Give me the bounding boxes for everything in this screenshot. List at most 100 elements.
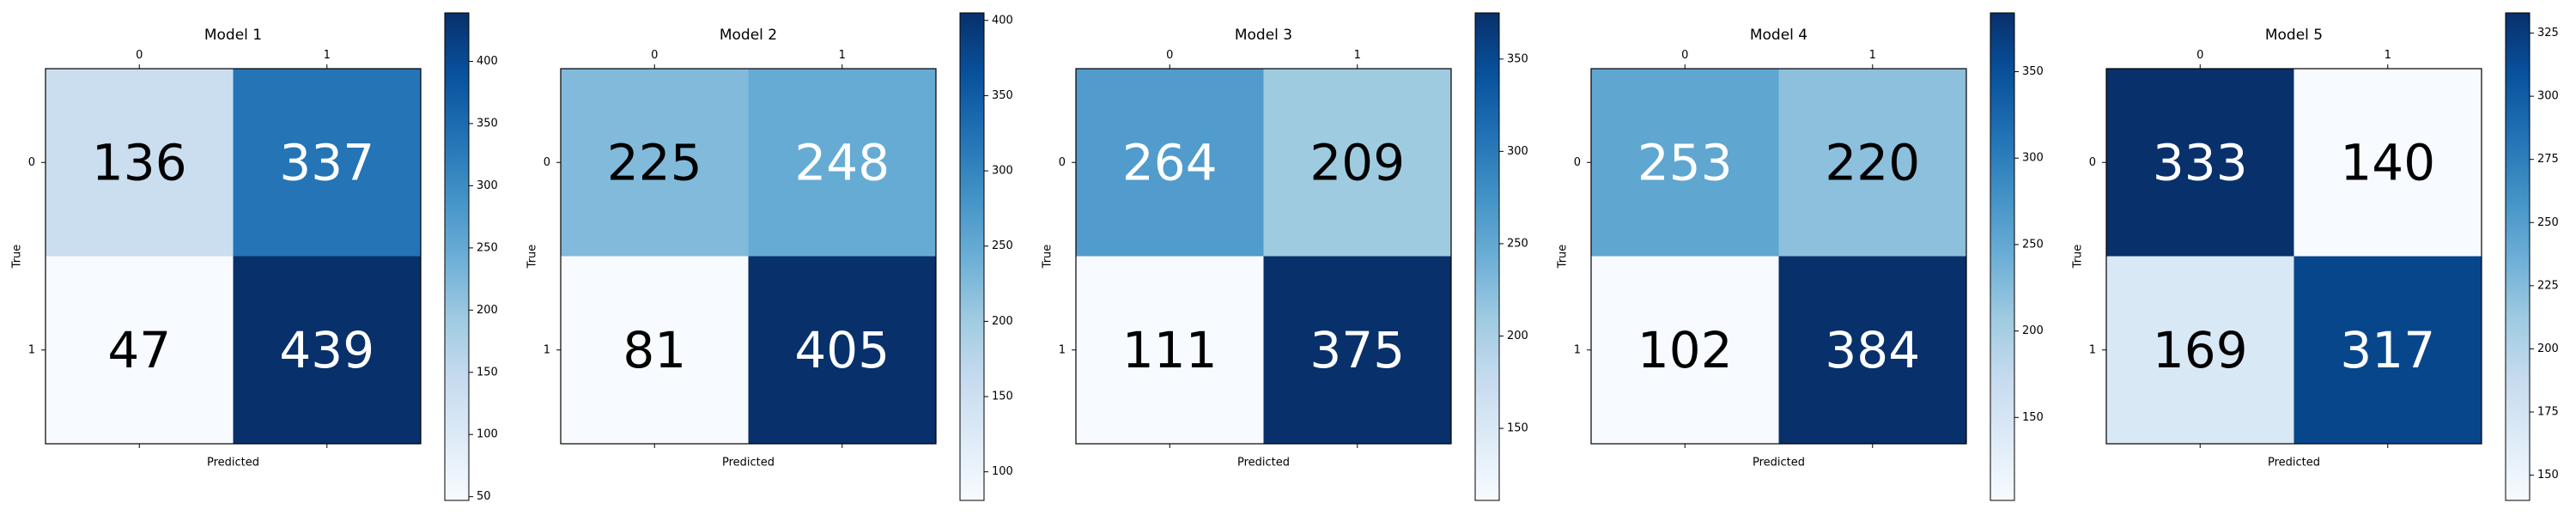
cell-value-label: 209 [1309, 133, 1405, 191]
y-tick-label: 0 [2089, 156, 2096, 169]
colorbar-gradient [1990, 13, 2014, 500]
x-tick-label: 0 [1681, 49, 1688, 62]
matrix-cell-0-0 [2106, 69, 2294, 257]
x-tick-label: 1 [2385, 49, 2391, 62]
x-tick-label: 0 [1166, 49, 1173, 62]
colorbar-tick-label: 150 [992, 391, 1013, 403]
y-tick-label: 1 [1059, 343, 1066, 356]
plot-frame [560, 68, 937, 445]
colorbar-gradient [2506, 13, 2530, 500]
cell-value-label: 47 [107, 321, 171, 379]
y-tick-label: 0 [28, 156, 35, 169]
colorbar-tick-label: 175 [2537, 405, 2559, 418]
colorbar-tick-label: 150 [1507, 422, 1528, 435]
y-axis-label: True [1042, 245, 1054, 270]
colorbar-tick-label: 150 [2537, 469, 2559, 482]
colorbar-tick-label: 350 [2022, 65, 2044, 78]
matrix-cell-1-0 [2106, 256, 2294, 444]
x-axis-label: Predicted [722, 457, 775, 470]
plot-frame [45, 68, 422, 445]
x-axis-label: Predicted [207, 457, 259, 470]
cell-value-label: 140 [2340, 133, 2435, 191]
colorbar-tick-label: 250 [2022, 238, 2044, 251]
matrix-cell-1-0 [1076, 256, 1264, 444]
colorbar-tick-label: 300 [2537, 90, 2559, 103]
colorbar-tick-label: 300 [477, 179, 498, 192]
y-tick-label: 0 [1059, 156, 1066, 169]
cell-value-label: 333 [2153, 133, 2248, 191]
colorbar-tick-label: 250 [992, 239, 1013, 252]
chart-panel-1: Model 1 136 337 47 439 0 1 0 1 Predicted True 50 100… [11, 12, 498, 503]
chart-title: Model 5 [2265, 27, 2323, 44]
plot-frame [2105, 68, 2482, 445]
matrix-cell-1-1 [748, 256, 936, 444]
matrix-cell-0-0 [561, 69, 749, 257]
colorbar-tick-label: 400 [477, 55, 498, 68]
colorbar-tick-label: 200 [2537, 342, 2559, 355]
colorbar-tick-label: 300 [1507, 145, 1528, 158]
cell-value-label: 136 [92, 133, 187, 191]
y-tick-label: 1 [1574, 343, 1581, 356]
matrix-cell-1-1 [1263, 256, 1451, 444]
colorbar-frame [444, 12, 470, 501]
matrix-cell-1-1 [233, 256, 421, 444]
chart-title: Model 4 [1750, 27, 1807, 44]
chart-panel-4: Model 4 253 220 102 384 0 1 0 1 Predicted True 150 2… [1557, 12, 2044, 501]
cell-value-label: 439 [279, 321, 374, 379]
cell-value-label: 375 [1309, 321, 1405, 379]
colorbar-tick-label: 250 [1507, 237, 1528, 250]
matrix-cell-0-0 [1076, 69, 1264, 257]
cell-value-label: 169 [2153, 321, 2248, 379]
x-axis-label: Predicted [1753, 457, 1805, 470]
cell-value-label: 253 [1637, 133, 1733, 191]
matrix-cell-1-0 [1591, 256, 1779, 444]
y-tick-label: 1 [2089, 343, 2096, 356]
colorbar-frame [1990, 12, 2015, 501]
matrix-cell-0-1 [1263, 69, 1451, 257]
plot-frame [1590, 68, 1967, 445]
cell-value-label: 405 [794, 321, 890, 379]
colorbar-frame [959, 12, 985, 501]
colorbar-tick-label: 275 [2537, 153, 2559, 166]
cell-value-label: 264 [1122, 133, 1218, 191]
colorbar-tick-label: 50 [477, 490, 491, 503]
colorbar-tick-label: 225 [2537, 279, 2559, 292]
cell-value-label: 225 [607, 133, 702, 191]
colorbar-tick-label: 200 [1507, 330, 1528, 342]
x-tick-label: 0 [651, 49, 658, 62]
cell-value-label: 81 [623, 321, 686, 379]
plot-frame [1075, 68, 1452, 445]
x-tick-label: 1 [1354, 49, 1361, 62]
x-tick-label: 1 [324, 49, 331, 62]
y-axis-label: True [11, 245, 24, 270]
colorbar-tick-label: 250 [477, 241, 498, 254]
cell-value-label: 248 [794, 133, 890, 191]
matrix-cell-0-1 [2293, 69, 2482, 257]
colorbar-tick-label: 350 [992, 89, 1013, 102]
matrix-cell-1-0 [561, 256, 749, 444]
chart-title: Model 1 [204, 27, 262, 44]
colorbar-tick-label: 325 [2537, 27, 2559, 39]
matrix-cell-0-1 [1778, 69, 1966, 257]
chart-title: Model 2 [720, 27, 777, 44]
x-tick-label: 0 [2196, 49, 2203, 62]
matrix-cell-0-1 [748, 69, 936, 257]
x-tick-label: 0 [136, 49, 143, 62]
matrix-cell-0-0 [1591, 69, 1779, 257]
y-tick-label: 1 [544, 343, 550, 356]
cell-value-label: 337 [279, 133, 374, 191]
matrix-cell-0-0 [46, 69, 234, 257]
colorbar-gradient [445, 13, 469, 500]
colorbar-tick-label: 100 [992, 465, 1013, 478]
matrix-cell-0-1 [233, 69, 421, 257]
colorbar-tick-label: 250 [2537, 216, 2559, 229]
y-tick-label: 0 [1574, 156, 1581, 169]
cell-value-label: 220 [1825, 133, 1920, 191]
colorbar-tick-label: 350 [477, 117, 498, 130]
matrix-cell-1-1 [1778, 256, 1966, 444]
colorbar-tick-label: 300 [992, 165, 1013, 178]
colorbar-tick-label: 100 [477, 428, 498, 441]
cell-value-label: 384 [1825, 321, 1920, 379]
cell-value-label: 102 [1637, 321, 1733, 379]
cell-value-label: 317 [2340, 321, 2435, 379]
